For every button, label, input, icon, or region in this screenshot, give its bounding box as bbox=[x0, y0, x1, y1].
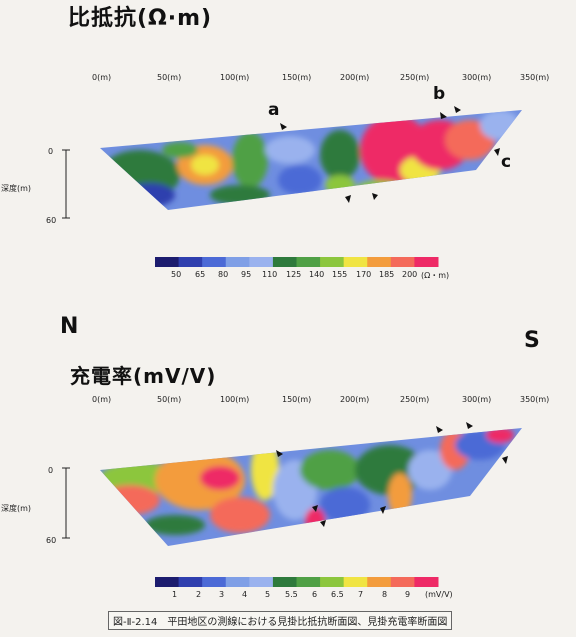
legend-swatch bbox=[414, 577, 439, 587]
res-distance-tick: 50(m) bbox=[157, 73, 182, 82]
res-legend-unit: (Ω・m) bbox=[421, 271, 450, 280]
chg-distance-tick: 100(m) bbox=[220, 395, 250, 404]
legend-swatch bbox=[367, 577, 392, 587]
chg-legend-tick: 8 bbox=[382, 590, 388, 599]
legend-swatch bbox=[272, 577, 297, 587]
legend-swatch bbox=[343, 577, 368, 587]
chg-distance-tick: 0(m) bbox=[92, 395, 112, 404]
res-distance-tick: 150(m) bbox=[282, 73, 312, 82]
res-legend-tick: 110 bbox=[262, 270, 278, 279]
res-distance-tick: 250(m) bbox=[400, 73, 430, 82]
south-label: S bbox=[524, 328, 540, 353]
res-distance-tick: 300(m) bbox=[462, 73, 492, 82]
chg-distance-tick: 200(m) bbox=[340, 395, 370, 404]
legend-swatch bbox=[343, 257, 368, 267]
section-arrow bbox=[502, 456, 508, 464]
section-arrow bbox=[276, 450, 283, 457]
section-arrow bbox=[380, 506, 386, 514]
legend-swatch bbox=[178, 577, 203, 587]
res-legend-tick: 65 bbox=[195, 270, 206, 279]
res-depth-tick-0: 0 bbox=[48, 147, 54, 156]
figure-caption: 図-Ⅱ-2.14 平田地区の測線における見掛比抵抗断面図、見掛充電率断面図 bbox=[108, 611, 453, 630]
res-legend-tick: 155 bbox=[332, 270, 348, 279]
chg-legend-tick: 4 bbox=[242, 590, 248, 599]
marker-c-label: c bbox=[501, 152, 512, 172]
chg-legend-tick: 2 bbox=[196, 590, 202, 599]
resistivity-title: 比抵抗(Ω·m) bbox=[68, 6, 213, 31]
legend-swatch bbox=[390, 577, 415, 587]
chg-distance-tick: 350(m) bbox=[520, 395, 550, 404]
marker-a-arrow bbox=[280, 123, 287, 130]
res-depth-label: 深度(m) bbox=[1, 184, 32, 193]
marker-b-label: b bbox=[433, 84, 446, 104]
res-depth-tick-60: 60 bbox=[46, 216, 57, 225]
resistivity-legend bbox=[155, 257, 439, 267]
legend-swatch bbox=[202, 577, 227, 587]
chg-distance-tick: 300(m) bbox=[462, 395, 492, 404]
chg-legend-tick: 3 bbox=[219, 590, 225, 599]
res-distance-tick: 200(m) bbox=[340, 73, 370, 82]
res-legend-tick: 50 bbox=[171, 270, 182, 279]
legend-swatch bbox=[296, 577, 321, 587]
legend-swatch bbox=[155, 577, 180, 587]
legend-swatch bbox=[296, 257, 321, 267]
marker-b-arrow bbox=[454, 106, 461, 113]
legend-swatch bbox=[414, 257, 439, 267]
legend-swatch bbox=[225, 577, 250, 587]
chg-legend-tick: 5.5 bbox=[285, 590, 298, 599]
chg-legend-tick: 9 bbox=[405, 590, 411, 599]
chargeability-title: 充電率(mV/V) bbox=[70, 364, 217, 388]
chg-distance-tick: 250(m) bbox=[400, 395, 430, 404]
res-distance-tick: 0(m) bbox=[92, 73, 112, 82]
chg-legend-tick: 6.5 bbox=[331, 590, 344, 599]
res-legend-tick: 95 bbox=[241, 270, 252, 279]
chg-distance-tick: 50(m) bbox=[157, 395, 182, 404]
marker-b-arrow bbox=[440, 112, 447, 119]
section-arrow bbox=[320, 520, 326, 527]
north-label: N bbox=[60, 314, 79, 339]
chg-depth-label: 深度(m) bbox=[1, 504, 32, 513]
section-arrow bbox=[436, 426, 443, 433]
res-legend-tick: 125 bbox=[286, 270, 302, 279]
chargeability-legend bbox=[155, 577, 439, 587]
chg-legend-unit: (mV/V) bbox=[425, 590, 453, 599]
chg-depth-tick-60: 60 bbox=[46, 536, 57, 545]
res-legend-tick: 80 bbox=[218, 270, 229, 279]
legend-swatch bbox=[320, 577, 345, 587]
res-distance-tick: 100(m) bbox=[220, 73, 250, 82]
res-legend-tick: 200 bbox=[402, 270, 418, 279]
section-arrow bbox=[345, 195, 351, 203]
legend-swatch bbox=[272, 257, 297, 267]
marker-a-label: a bbox=[268, 100, 280, 120]
chg-legend-tick: 1 bbox=[172, 590, 178, 599]
resistivity-section bbox=[100, 110, 522, 210]
legend-swatch bbox=[202, 257, 227, 267]
legend-swatch bbox=[178, 257, 203, 267]
chg-legend-tick: 7 bbox=[358, 590, 364, 599]
res-legend-tick: 170 bbox=[356, 270, 372, 279]
section-arrow bbox=[466, 422, 473, 429]
section-arrow bbox=[372, 193, 378, 200]
res-distance-tick: 350(m) bbox=[520, 73, 550, 82]
marker-c-arrow bbox=[494, 148, 500, 156]
legend-swatch bbox=[320, 257, 345, 267]
chg-distance-tick: 150(m) bbox=[282, 395, 312, 404]
section-arrow bbox=[312, 505, 318, 512]
legend-swatch bbox=[390, 257, 415, 267]
chg-legend-tick: 5 bbox=[265, 590, 271, 599]
legend-swatch bbox=[155, 257, 180, 267]
legend-swatch bbox=[249, 257, 274, 267]
chg-legend-tick: 6 bbox=[312, 590, 318, 599]
chargeability-section bbox=[100, 428, 522, 546]
res-legend-tick: 185 bbox=[379, 270, 395, 279]
res-legend-tick: 140 bbox=[309, 270, 325, 279]
chg-depth-tick-0: 0 bbox=[48, 466, 54, 475]
legend-swatch bbox=[367, 257, 392, 267]
legend-swatch bbox=[249, 577, 274, 587]
legend-swatch bbox=[225, 257, 250, 267]
